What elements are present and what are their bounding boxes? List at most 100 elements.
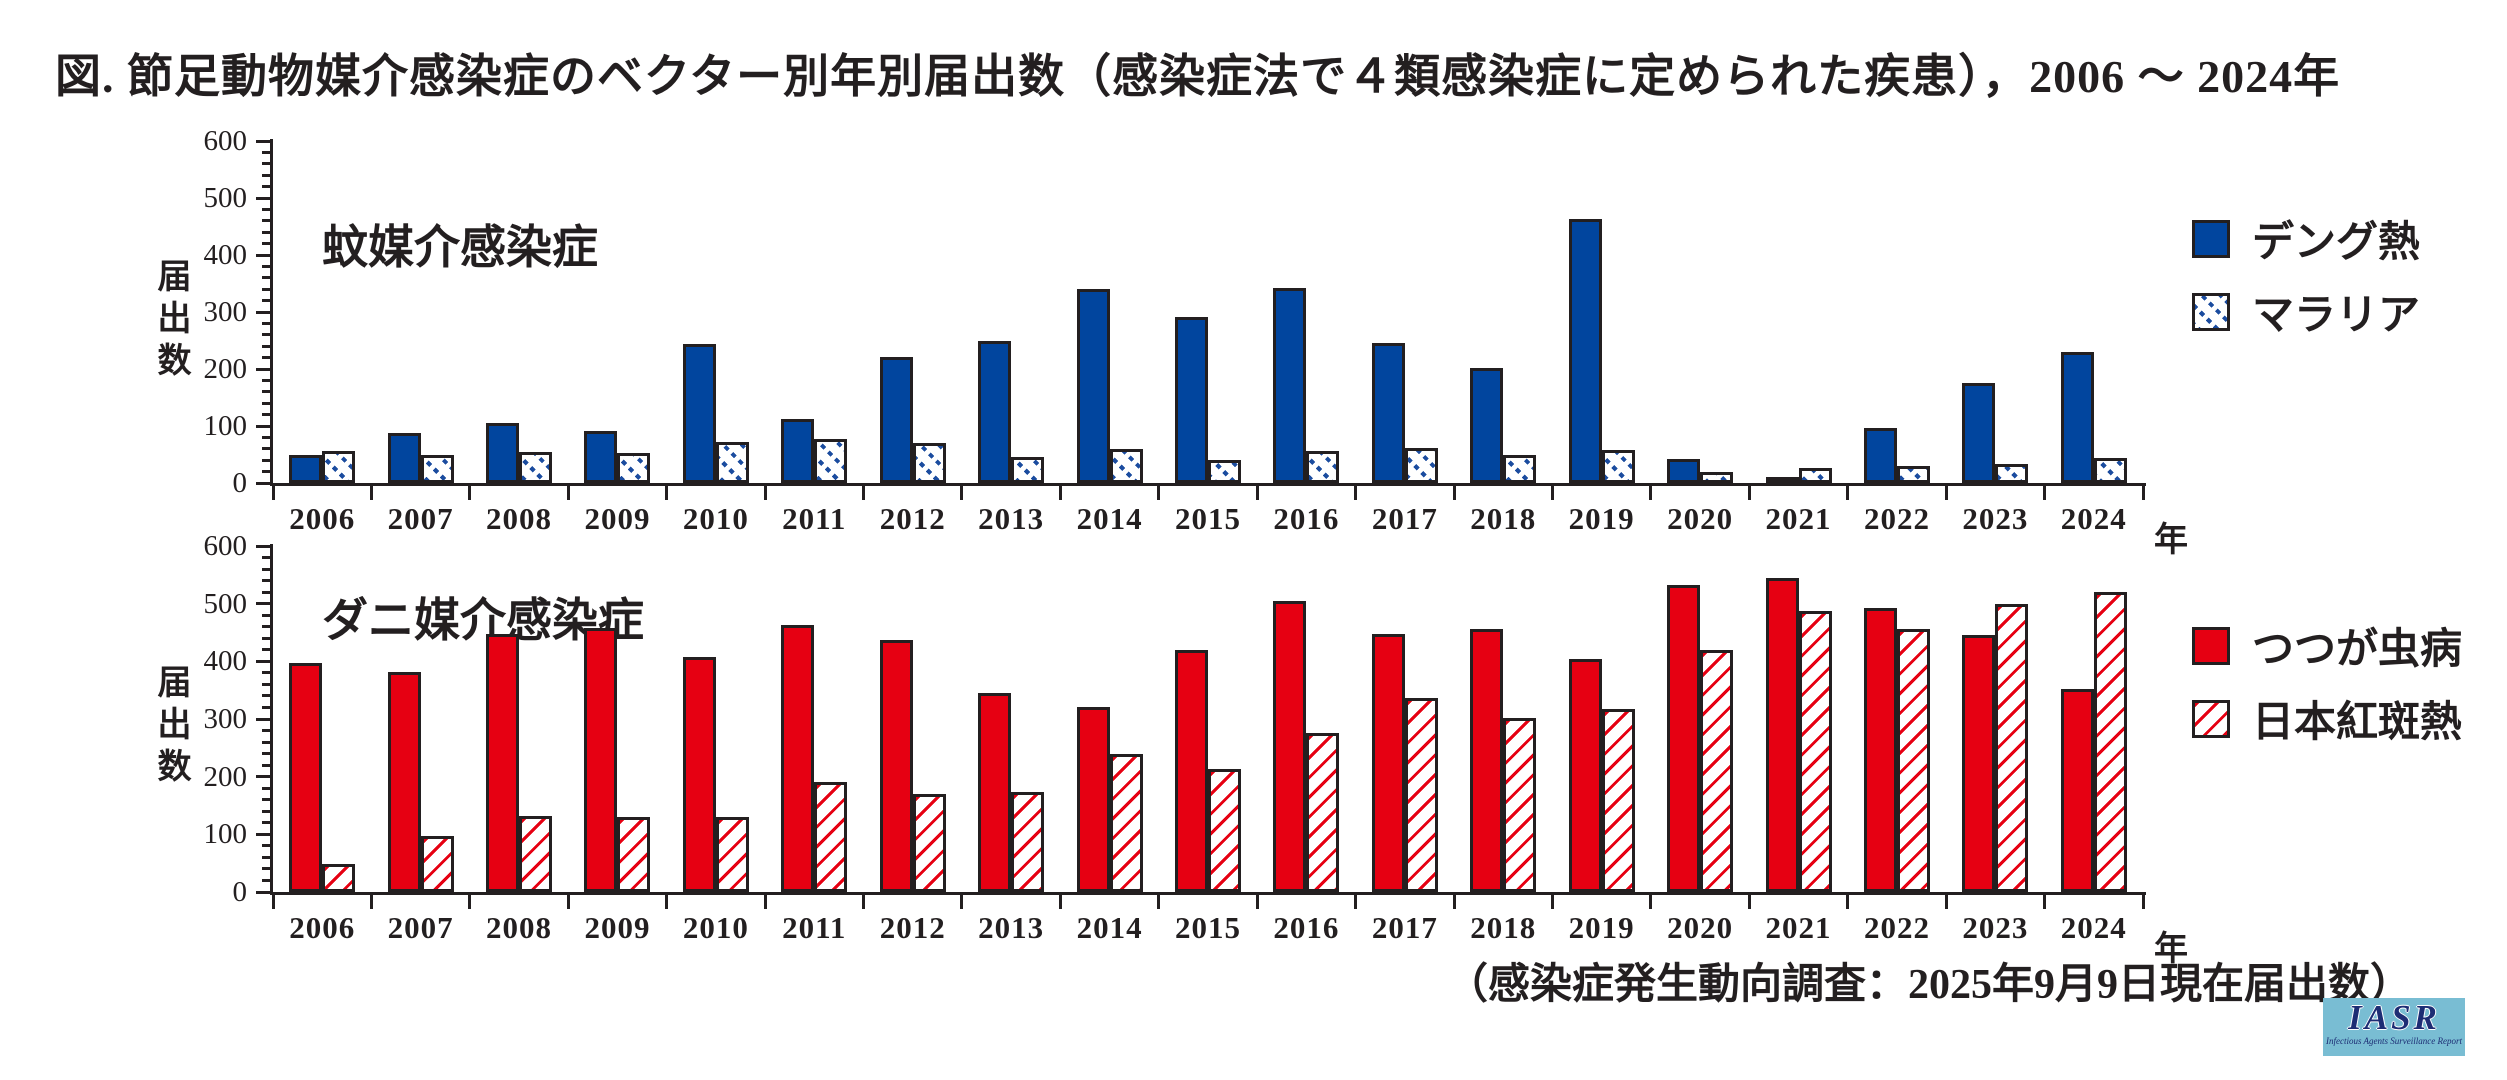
bar-japanese-spotted-fever-2013 xyxy=(1011,791,1045,892)
x-boundary-tick xyxy=(2043,486,2047,500)
x-boundary-tick xyxy=(271,486,275,500)
y-tick-520 xyxy=(262,590,270,594)
y-tick-360 xyxy=(262,276,270,280)
y-tick-label-400: 400 xyxy=(203,239,248,271)
x-boundary-tick xyxy=(1944,895,1948,909)
x-boundary-tick xyxy=(862,486,866,500)
bar-malaria-2022 xyxy=(1896,465,1930,483)
x-year-label-2021: 2021 xyxy=(1765,501,1832,536)
y-tick-label-400: 400 xyxy=(203,645,248,678)
y-tick-label-200: 200 xyxy=(203,353,248,385)
figure-title: 図. 節足動物媒介感染症のベクター別年別届出数（感染症法で４類感染症に定められた… xyxy=(55,51,2341,102)
y-tick-label-600: 600 xyxy=(203,530,248,562)
x-boundary-tick xyxy=(1550,486,1554,500)
bar-tsutsugamushi-2015 xyxy=(1175,649,1208,892)
bar-japanese-spotted-fever-2022 xyxy=(1896,629,1930,892)
y-tick-label-100: 100 xyxy=(203,818,248,851)
y-tick-80 xyxy=(262,435,270,439)
x-boundary-tick xyxy=(1255,895,1259,909)
bar-malaria-2014 xyxy=(1109,448,1143,483)
y-tick-40 xyxy=(262,867,270,871)
y-tick-540 xyxy=(262,173,270,177)
y-tick-260 xyxy=(262,333,270,337)
y-tick-320 xyxy=(262,705,270,709)
bar-japanese-spotted-fever-2008 xyxy=(519,815,553,892)
bar-dengue-2020 xyxy=(1667,458,1701,483)
x-year-label-2010: 2010 xyxy=(682,501,749,536)
y-tick-60 xyxy=(262,855,270,859)
iasr-logo-subtext: Infectious Agents Surveillance Report xyxy=(2325,1036,2463,1046)
y-tick-280 xyxy=(262,729,270,733)
y-tick-580 xyxy=(262,556,270,560)
bar-malaria-2012 xyxy=(912,443,946,483)
y-tick-320 xyxy=(262,299,270,303)
malaria-legend-label: マラリア xyxy=(2252,293,2421,339)
x-year-label-2024: 2024 xyxy=(2060,910,2127,945)
legend-item-tsutsugamushi: つつが虫病 xyxy=(2192,615,2462,676)
y-tick-80 xyxy=(262,844,270,848)
bar-malaria-2015 xyxy=(1208,460,1241,483)
bar-dengue-2010 xyxy=(682,343,716,483)
x-boundary-tick xyxy=(1058,895,1062,909)
y-tick-120 xyxy=(262,413,270,417)
x-year-label-2019: 2019 xyxy=(1568,910,1635,945)
x-year-label-2023: 2023 xyxy=(1962,501,2029,536)
bar-japanese-spotted-fever-2010 xyxy=(715,817,749,892)
bar-tsutsugamushi-2017 xyxy=(1371,634,1405,892)
bar-malaria-2010 xyxy=(715,441,749,483)
mosquito-chart-title: 蚊媒介感染症 xyxy=(322,222,598,273)
y-tick-280 xyxy=(262,321,270,325)
x-boundary-tick xyxy=(2043,895,2047,909)
y-tick-label-500: 500 xyxy=(203,182,248,214)
x-year-label-2011: 2011 xyxy=(782,910,847,945)
y-axis-label-bottom: 届出数 xyxy=(152,664,189,790)
bar-malaria-2008 xyxy=(519,451,553,483)
bar-tsutsugamushi-2011 xyxy=(781,625,815,892)
dengue-legend-label: デング熱 xyxy=(2252,220,2421,266)
x-year-label-2009: 2009 xyxy=(584,910,651,945)
y-tick-560 xyxy=(262,567,270,571)
y-tick-180 xyxy=(262,786,270,790)
bar-dengue-2024 xyxy=(2060,351,2094,483)
legend-item-dengue: デング熱 xyxy=(2192,208,2420,269)
y-tick-140 xyxy=(262,401,270,405)
bar-tsutsugamushi-2018 xyxy=(1470,629,1504,892)
x-year-label-2010: 2010 xyxy=(682,910,749,945)
bar-japanese-spotted-fever-2023 xyxy=(1995,603,2029,892)
bar-japanese-spotted-fever-2007 xyxy=(420,836,454,892)
x-year-label-2016: 2016 xyxy=(1273,501,1340,536)
x-year-label-2017: 2017 xyxy=(1371,910,1438,945)
bar-malaria-2016 xyxy=(1306,450,1340,483)
bar-malaria-2024 xyxy=(2093,457,2127,483)
x-boundary-tick xyxy=(1157,895,1161,909)
x-year-label-2024: 2024 xyxy=(2060,501,2127,536)
bar-dengue-2017 xyxy=(1371,343,1405,483)
bar-dengue-2012 xyxy=(879,357,913,483)
y-tick-label-300: 300 xyxy=(203,296,248,328)
x-boundary-tick xyxy=(1354,486,1358,500)
bar-japanese-spotted-fever-2017 xyxy=(1404,698,1438,892)
y-tick-580 xyxy=(262,150,270,154)
bar-malaria-2017 xyxy=(1404,447,1438,483)
bar-dengue-2015 xyxy=(1175,316,1208,483)
japanese-spotted-fever-legend-label: 日本紅斑熱 xyxy=(2252,700,2463,746)
bar-tsutsugamushi-2007 xyxy=(387,671,421,892)
y-tick-180 xyxy=(262,378,270,382)
bar-tsutsugamushi-2021 xyxy=(1765,578,1799,892)
y-tick-label-600: 600 xyxy=(203,125,248,157)
bar-japanese-spotted-fever-2011 xyxy=(814,782,848,892)
x-year-label-2013: 2013 xyxy=(978,910,1045,945)
bar-tsutsugamushi-2024 xyxy=(2060,689,2094,892)
x-boundary-tick xyxy=(2141,486,2145,500)
x-boundary-tick xyxy=(468,486,472,500)
bar-japanese-spotted-fever-2015 xyxy=(1208,768,1241,892)
tsutsugamushi-legend-label: つつが虫病 xyxy=(2252,627,2463,673)
bar-japanese-spotted-fever-2014 xyxy=(1109,753,1143,892)
y-tick-label-500: 500 xyxy=(203,587,248,620)
y-tick-540 xyxy=(262,579,270,583)
y-tick-240 xyxy=(262,344,270,348)
y-tick-label-300: 300 xyxy=(203,703,248,735)
bar-dengue-2008 xyxy=(486,423,520,483)
x-boundary-tick xyxy=(1649,895,1653,909)
y-tick-480 xyxy=(262,613,270,617)
